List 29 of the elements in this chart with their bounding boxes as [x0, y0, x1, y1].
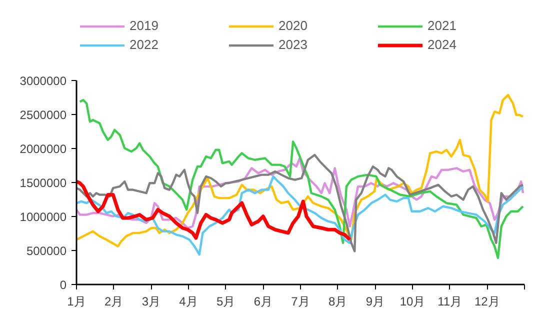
- x-tick-label: 1月: [67, 294, 86, 308]
- x-tick-label: 6月: [254, 294, 273, 308]
- legend-label: 2022: [130, 37, 160, 52]
- y-tick-label: 1500000: [20, 176, 67, 190]
- x-tick-label: 9月: [366, 294, 385, 308]
- y-tick-label: 3000000: [20, 74, 67, 88]
- legend-label: 2023: [278, 37, 308, 52]
- x-tick-label: 4月: [179, 294, 198, 308]
- legend-label: 2019: [130, 18, 160, 33]
- y-tick-label: 2000000: [20, 142, 67, 156]
- line-series: [76, 157, 524, 230]
- legend-label: 2020: [278, 18, 308, 33]
- y-tick-label: 2500000: [20, 108, 67, 122]
- x-tick-label: 12月: [474, 294, 500, 308]
- y-tick-label: 1000000: [20, 210, 67, 224]
- y-tick-label: 500000: [26, 244, 67, 258]
- line-series: [76, 175, 524, 256]
- x-tick-label: 8月: [328, 294, 348, 308]
- x-tick-label: 3月: [142, 294, 161, 308]
- x-tick-label: 7月: [291, 294, 310, 308]
- x-tick-label: 10月: [400, 294, 426, 308]
- legend-label: 2021: [428, 18, 458, 33]
- x-tick-label: 11月: [438, 294, 462, 308]
- line-series: [76, 180, 352, 242]
- x-tick-label: 2月: [104, 294, 124, 308]
- y-tick-label: 0: [60, 278, 67, 292]
- line-series: [76, 154, 524, 252]
- legend-label: 2024: [428, 37, 458, 52]
- x-tick-label: 5月: [216, 294, 236, 308]
